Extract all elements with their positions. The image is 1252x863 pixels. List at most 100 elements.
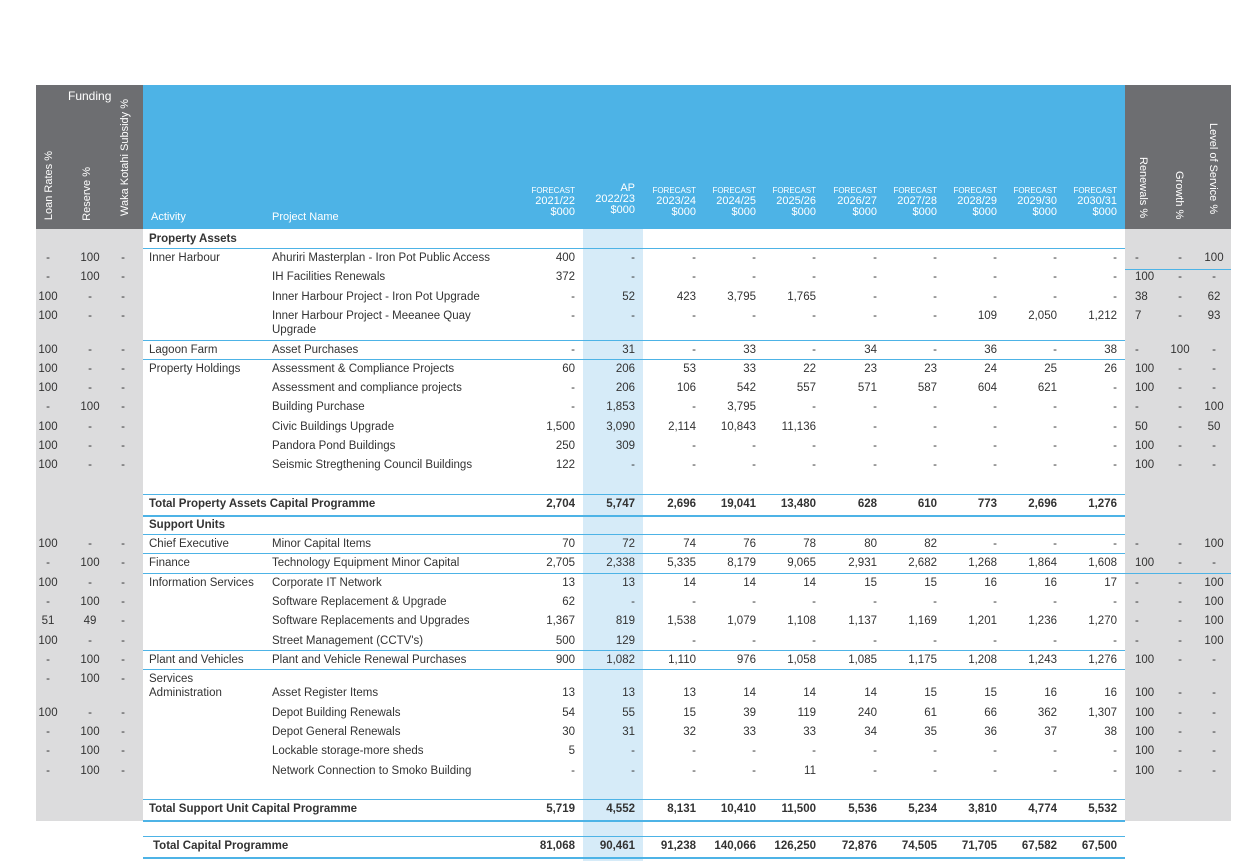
funding-value: 100 — [38, 635, 58, 647]
forecast-value: 52 — [622, 291, 635, 303]
project-name: Seismic Stregthening Council Buildings — [272, 459, 473, 471]
forecast-value: 39 — [743, 707, 756, 719]
funding-value: 100 — [38, 363, 58, 375]
forecast-value: - — [571, 344, 575, 356]
forecast-value: 900 — [555, 654, 575, 666]
total-value: 126,250 — [774, 840, 816, 852]
total-value: 90,461 — [599, 840, 635, 852]
year-header-period: 2021/22 — [535, 195, 575, 207]
forecast-value: - — [812, 252, 816, 264]
project-name: Minor Capital Items — [272, 538, 372, 550]
forecast-value: 13 — [622, 687, 635, 699]
forecast-value: - — [993, 538, 997, 550]
forecast-value: - — [1113, 421, 1117, 433]
funding-value: - — [46, 765, 50, 777]
forecast-value: - — [692, 344, 696, 356]
activity-divider — [143, 573, 1125, 574]
forecast-value: 80 — [864, 538, 877, 550]
driver-value: 100 — [1135, 459, 1155, 471]
forecast-value: - — [1113, 635, 1117, 647]
total-value: 11,500 — [781, 803, 816, 815]
total-value: 91,238 — [660, 840, 696, 852]
funding-value: - — [88, 440, 92, 452]
forecast-value: - — [812, 635, 816, 647]
forecast-value: 34 — [864, 726, 877, 738]
level-of-service-header: Level of Service % — [1207, 123, 1219, 215]
forecast-value: 9,065 — [787, 557, 816, 569]
total-value: 4,552 — [606, 803, 635, 815]
forecast-value: 587 — [917, 382, 937, 394]
funding-value: 100 — [38, 577, 58, 589]
funding-value: - — [88, 577, 92, 589]
driver-value: 100 — [1135, 687, 1155, 699]
activity-name: Services — [149, 673, 194, 685]
activity-name: Lagoon Farm — [149, 344, 218, 356]
driver-value: - — [1178, 440, 1182, 452]
forecast-value: - — [1113, 291, 1117, 303]
forecast-value: 36 — [984, 344, 997, 356]
activity-divider — [143, 340, 1125, 341]
funding-value: 100 — [80, 673, 100, 685]
activity-divider — [143, 534, 1125, 535]
driver-value: - — [1212, 271, 1216, 283]
driver-value: 100 — [1135, 654, 1155, 666]
driver-value: - — [1178, 401, 1182, 413]
driver-value: 100 — [1135, 271, 1155, 283]
forecast-value: 206 — [615, 363, 635, 375]
year-header-4: FORECAST 2025/26 $000 — [760, 185, 816, 218]
driver-value: - — [1212, 707, 1216, 719]
forecast-value: - — [873, 401, 877, 413]
funding-value: - — [88, 459, 92, 471]
forecast-value: 37 — [1044, 726, 1057, 738]
funding-value: - — [121, 673, 125, 685]
forecast-value: 14 — [743, 577, 756, 589]
forecast-value: - — [993, 271, 997, 283]
forecast-value: 423 — [676, 291, 696, 303]
year-header-unit: $000 — [791, 206, 816, 218]
forecast-value: - — [1053, 271, 1057, 283]
forecast-value: 15 — [924, 687, 937, 699]
driver-value: 100 — [1204, 577, 1224, 589]
forecast-value: - — [1113, 459, 1117, 471]
activity-divider — [143, 359, 1125, 360]
year-header-period: 2027/28 — [897, 195, 937, 207]
forecast-value: - — [1113, 440, 1117, 452]
driver-value: 62 — [1207, 291, 1221, 303]
driver-value: - — [1178, 596, 1182, 608]
year-header-period: 2024/25 — [716, 195, 756, 207]
total-value: 19,041 — [720, 498, 756, 510]
forecast-value: 38 — [1104, 726, 1117, 738]
driver-divider — [1125, 573, 1231, 574]
driver-value: 100 — [1204, 538, 1224, 550]
funding-value: - — [88, 421, 92, 433]
forecast-value: 604 — [977, 382, 997, 394]
forecast-value: - — [993, 596, 997, 608]
forecast-value: 1,082 — [606, 654, 635, 666]
activity-name: Inner Harbour — [149, 252, 220, 264]
funding-value: - — [121, 421, 125, 433]
funding-value: 100 — [38, 440, 58, 452]
forecast-value: 109 — [977, 310, 997, 322]
driver-value: - — [1178, 363, 1182, 375]
funding-value: - — [46, 557, 50, 569]
funding-value: - — [121, 310, 125, 322]
forecast-value: - — [1113, 765, 1117, 777]
driver-value: - — [1178, 765, 1182, 777]
driver-value: - — [1178, 745, 1182, 757]
driver-value: - — [1178, 615, 1182, 627]
funding-value: - — [46, 252, 50, 264]
reserve-header: Reserve % — [81, 167, 93, 221]
forecast-value: 82 — [924, 538, 937, 550]
forecast-value: - — [1053, 596, 1057, 608]
forecast-value: 1,085 — [848, 654, 877, 666]
funding-value: - — [88, 538, 92, 550]
total-value: 8,131 — [667, 803, 696, 815]
funding-value: - — [88, 310, 92, 322]
project-name: Depot Building Renewals — [272, 707, 401, 719]
forecast-value: 31 — [622, 344, 635, 356]
driver-value: 100 — [1204, 615, 1224, 627]
forecast-value: - — [1113, 538, 1117, 550]
total-label: Total Capital Programme — [153, 840, 289, 852]
funding-value: 100 — [38, 382, 58, 394]
activity-divider — [143, 248, 1125, 249]
